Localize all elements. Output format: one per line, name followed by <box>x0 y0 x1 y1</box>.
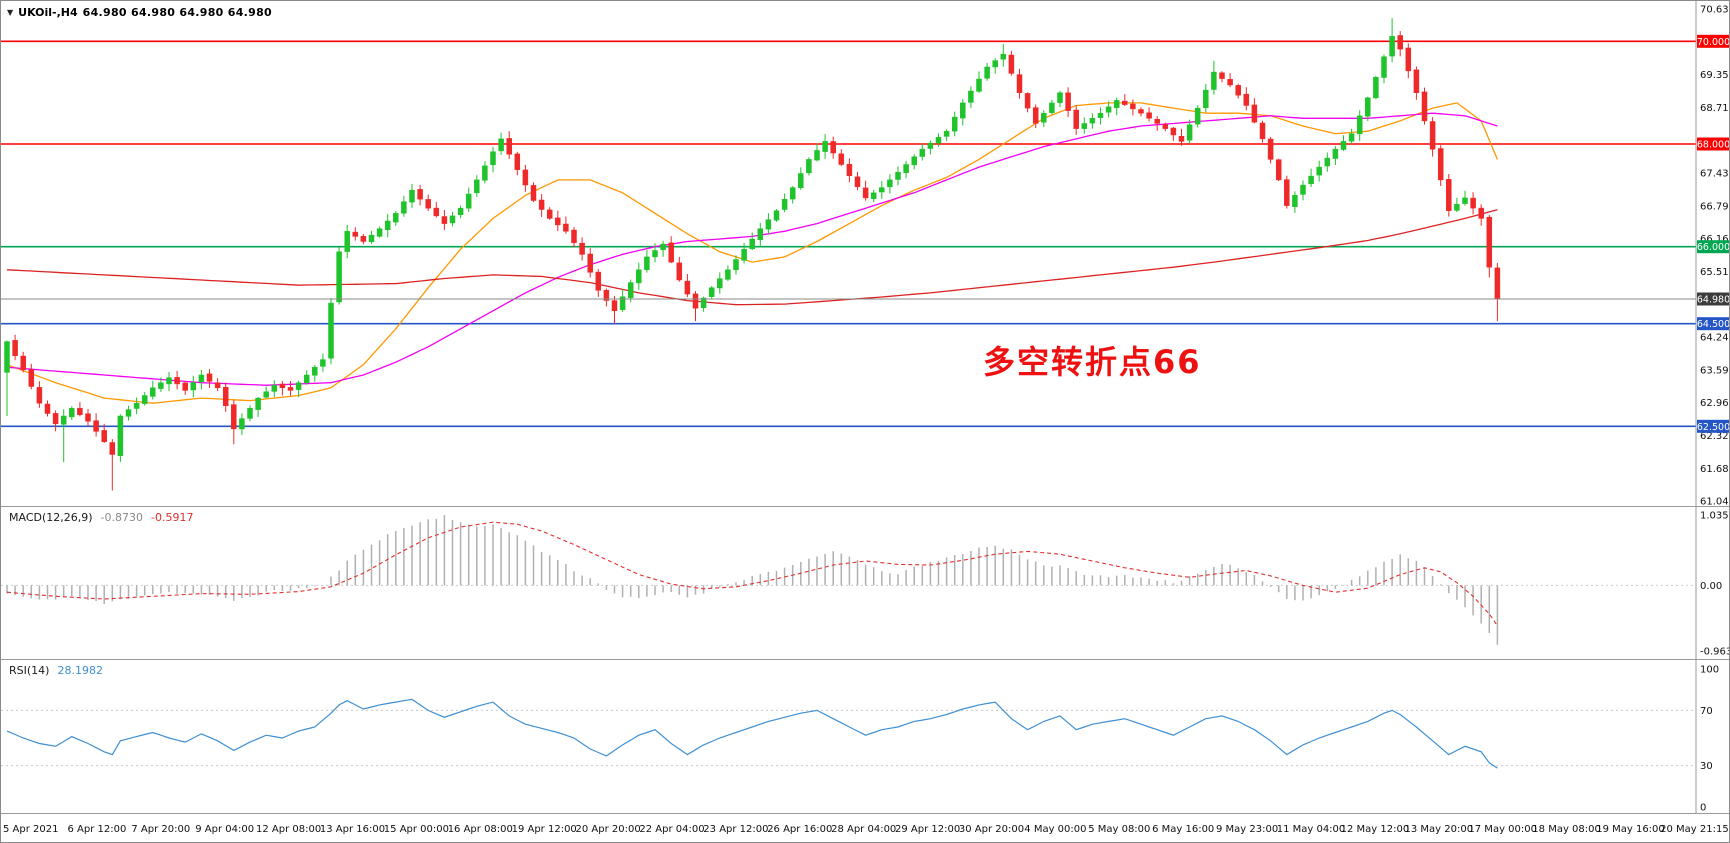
svg-text:13 Apr 16:00: 13 Apr 16:00 <box>320 824 385 835</box>
svg-text:0.00: 0.00 <box>1700 581 1722 592</box>
svg-text:0: 0 <box>1700 803 1706 814</box>
symbol-title: UKOil-,H4 <box>18 6 78 19</box>
svg-text:64.240: 64.240 <box>1700 333 1730 344</box>
svg-text:12 May 12:00: 12 May 12:00 <box>1341 824 1410 835</box>
svg-text:66.160: 66.160 <box>1700 234 1730 245</box>
svg-text:70.630: 70.630 <box>1700 5 1730 16</box>
svg-text:62.500: 62.500 <box>1697 422 1730 433</box>
svg-text:9 Apr 04:00: 9 Apr 04:00 <box>195 824 254 835</box>
svg-text:64.500: 64.500 <box>1697 319 1730 330</box>
svg-text:28 Apr 04:00: 28 Apr 04:00 <box>831 824 896 835</box>
svg-text:22 Apr 04:00: 22 Apr 04:00 <box>639 824 704 835</box>
svg-text:26 Apr 16:00: 26 Apr 16:00 <box>767 824 832 835</box>
svg-text:5 Apr 2021: 5 Apr 2021 <box>3 824 58 835</box>
svg-text:6 May 16:00: 6 May 16:00 <box>1152 824 1214 835</box>
time-axis: 5 Apr 2021 6 Apr 12:00 7 Apr 20:00 9 Apr 04… <box>3 824 1729 835</box>
svg-text:30: 30 <box>1700 761 1713 772</box>
svg-text:13 May 20:00: 13 May 20:00 <box>1405 824 1474 835</box>
svg-text:17 May 00:00: 17 May 00:00 <box>1468 824 1537 835</box>
svg-text:70: 70 <box>1700 706 1713 717</box>
price-badge <box>1697 137 1729 151</box>
svg-text:5 May 08:00: 5 May 08:00 <box>1088 824 1150 835</box>
price-badge <box>1697 292 1729 306</box>
svg-text:7 Apr 20:00: 7 Apr 20:00 <box>131 824 190 835</box>
svg-text:69.355: 69.355 <box>1700 70 1730 81</box>
svg-text:19 May 16:00: 19 May 16:00 <box>1596 824 1665 835</box>
svg-text:20 May 21:15: 20 May 21:15 <box>1660 824 1729 835</box>
macd-panel: 1.0358 0.00 -0.9639 <box>1 511 1730 658</box>
svg-text:9 May 23:00: 9 May 23:00 <box>1216 824 1278 835</box>
svg-text:64.980: 64.980 <box>1697 295 1730 306</box>
svg-text:12 Apr 08:00: 12 Apr 08:00 <box>256 824 321 835</box>
svg-text:4 May 00:00: 4 May 00:00 <box>1024 824 1086 835</box>
svg-text:6 Apr 12:00: 6 Apr 12:00 <box>67 824 126 835</box>
price-axis: 70.630 69.355 68.710 67.435 66.790 66.160 65.5… <box>1695 1 1730 813</box>
rsi-panel: 100 70 30 0 <box>1 665 1719 814</box>
svg-text:68.710: 68.710 <box>1700 103 1730 114</box>
svg-text:-0.9639: -0.9639 <box>1700 647 1730 658</box>
svg-text:68.000: 68.000 <box>1697 140 1730 151</box>
macd-main-value: -0.8730 <box>100 511 144 524</box>
svg-text:16 Apr 08:00: 16 Apr 08:00 <box>448 824 513 835</box>
price-badge <box>1697 419 1729 433</box>
svg-text:65.515: 65.515 <box>1700 267 1730 278</box>
svg-text:63.595: 63.595 <box>1700 366 1730 377</box>
svg-text:18 May 08:00: 18 May 08:00 <box>1532 824 1601 835</box>
rsi-line <box>6 698 1498 769</box>
rsi-value: 28.1982 <box>57 664 103 677</box>
macd-name: MACD(12,26,9) <box>9 511 93 524</box>
rsi-indicator-label: RSI(14) 28.1982 <box>9 664 103 677</box>
chart-info-bar: ▼ UKOil-,H4 64.980 64.980 64.980 64.980 <box>7 6 272 19</box>
svg-text:11 May 04:00: 11 May 04:00 <box>1277 824 1346 835</box>
candlestick-series <box>4 18 1501 491</box>
macd-signal-value: -0.5917 <box>151 511 194 524</box>
svg-text:62.965: 62.965 <box>1700 398 1730 409</box>
chart-annotation: 多空转折点66 <box>983 343 1202 381</box>
ma-red <box>6 209 1498 306</box>
svg-text:30 Apr 20:00: 30 Apr 20:00 <box>959 824 1024 835</box>
price-badge <box>1697 317 1729 331</box>
rsi-name: RSI(14) <box>9 664 50 677</box>
horizontal-levels <box>1 40 1696 428</box>
svg-text:66.790: 66.790 <box>1700 202 1730 213</box>
svg-text:29 Apr 12:00: 29 Apr 12:00 <box>895 824 960 835</box>
ohlc-values: 64.980 64.980 64.980 64.980 <box>82 6 273 19</box>
price-badge <box>1697 34 1729 48</box>
svg-text:61.045: 61.045 <box>1700 497 1730 508</box>
svg-text:62.320: 62.320 <box>1700 431 1730 442</box>
svg-text:66.000: 66.000 <box>1697 242 1730 253</box>
svg-text:67.435: 67.435 <box>1700 169 1730 180</box>
svg-text:19 Apr 12:00: 19 Apr 12:00 <box>512 824 577 835</box>
macd-signal-line <box>6 521 1498 627</box>
symbol-dropdown-icon[interactable]: ▼ <box>7 7 14 17</box>
price-badge <box>1697 240 1729 254</box>
svg-text:20 Apr 20:00: 20 Apr 20:00 <box>575 824 640 835</box>
svg-text:61.680: 61.680 <box>1700 464 1730 475</box>
svg-text:23 Apr 12:00: 23 Apr 12:00 <box>703 824 768 835</box>
svg-text:100: 100 <box>1700 665 1719 676</box>
svg-text:1.0358: 1.0358 <box>1700 511 1730 522</box>
svg-text:70.000: 70.000 <box>1697 37 1730 48</box>
svg-text:15 Apr 00:00: 15 Apr 00:00 <box>384 824 449 835</box>
macd-indicator-label: MACD(12,26,9) -0.8730 -0.5917 <box>9 511 193 524</box>
